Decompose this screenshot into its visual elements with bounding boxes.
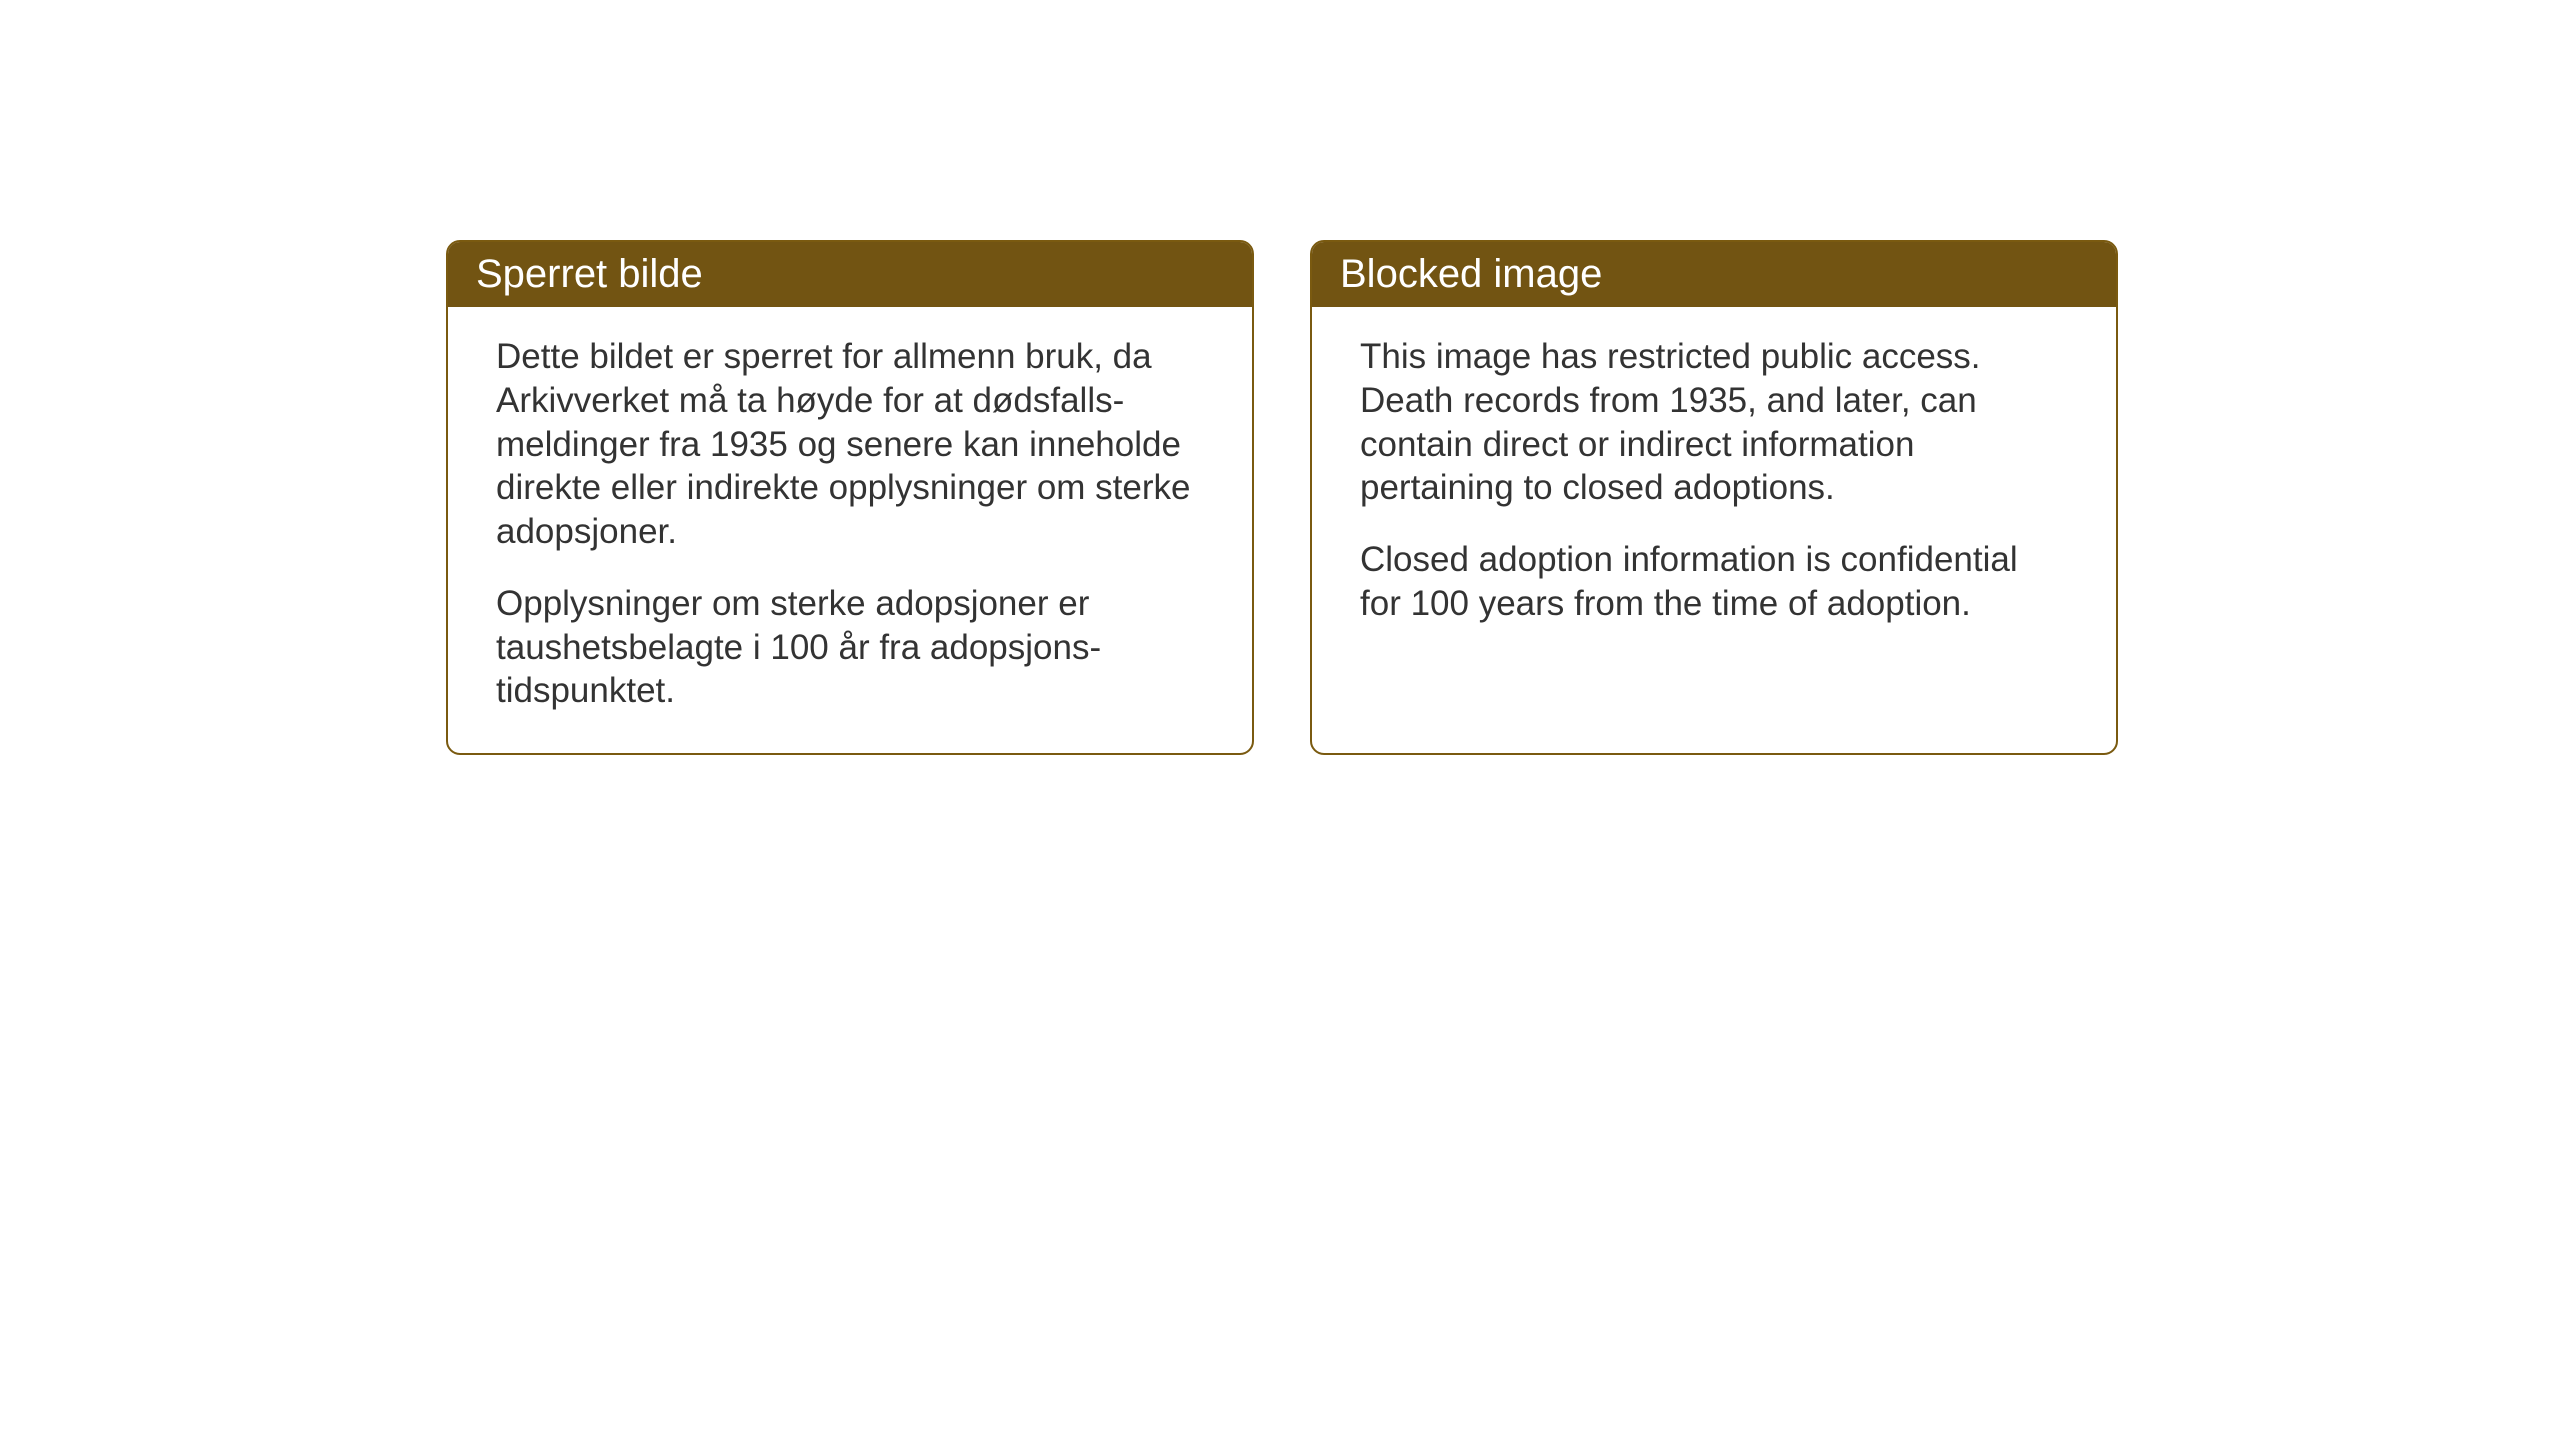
norwegian-card-title: Sperret bilde <box>448 242 1252 307</box>
norwegian-paragraph-1: Dette bildet er sperret for allmenn bruk… <box>496 335 1204 554</box>
cards-container: Sperret bilde Dette bildet er sperret fo… <box>446 240 2118 755</box>
english-card-body: This image has restricted public access.… <box>1312 307 2116 666</box>
norwegian-notice-card: Sperret bilde Dette bildet er sperret fo… <box>446 240 1254 755</box>
english-paragraph-1: This image has restricted public access.… <box>1360 335 2068 510</box>
norwegian-card-body: Dette bildet er sperret for allmenn bruk… <box>448 307 1252 753</box>
english-paragraph-2: Closed adoption information is confident… <box>1360 538 2068 626</box>
english-card-title: Blocked image <box>1312 242 2116 307</box>
norwegian-paragraph-2: Opplysninger om sterke adopsjoner er tau… <box>496 582 1204 713</box>
english-notice-card: Blocked image This image has restricted … <box>1310 240 2118 755</box>
